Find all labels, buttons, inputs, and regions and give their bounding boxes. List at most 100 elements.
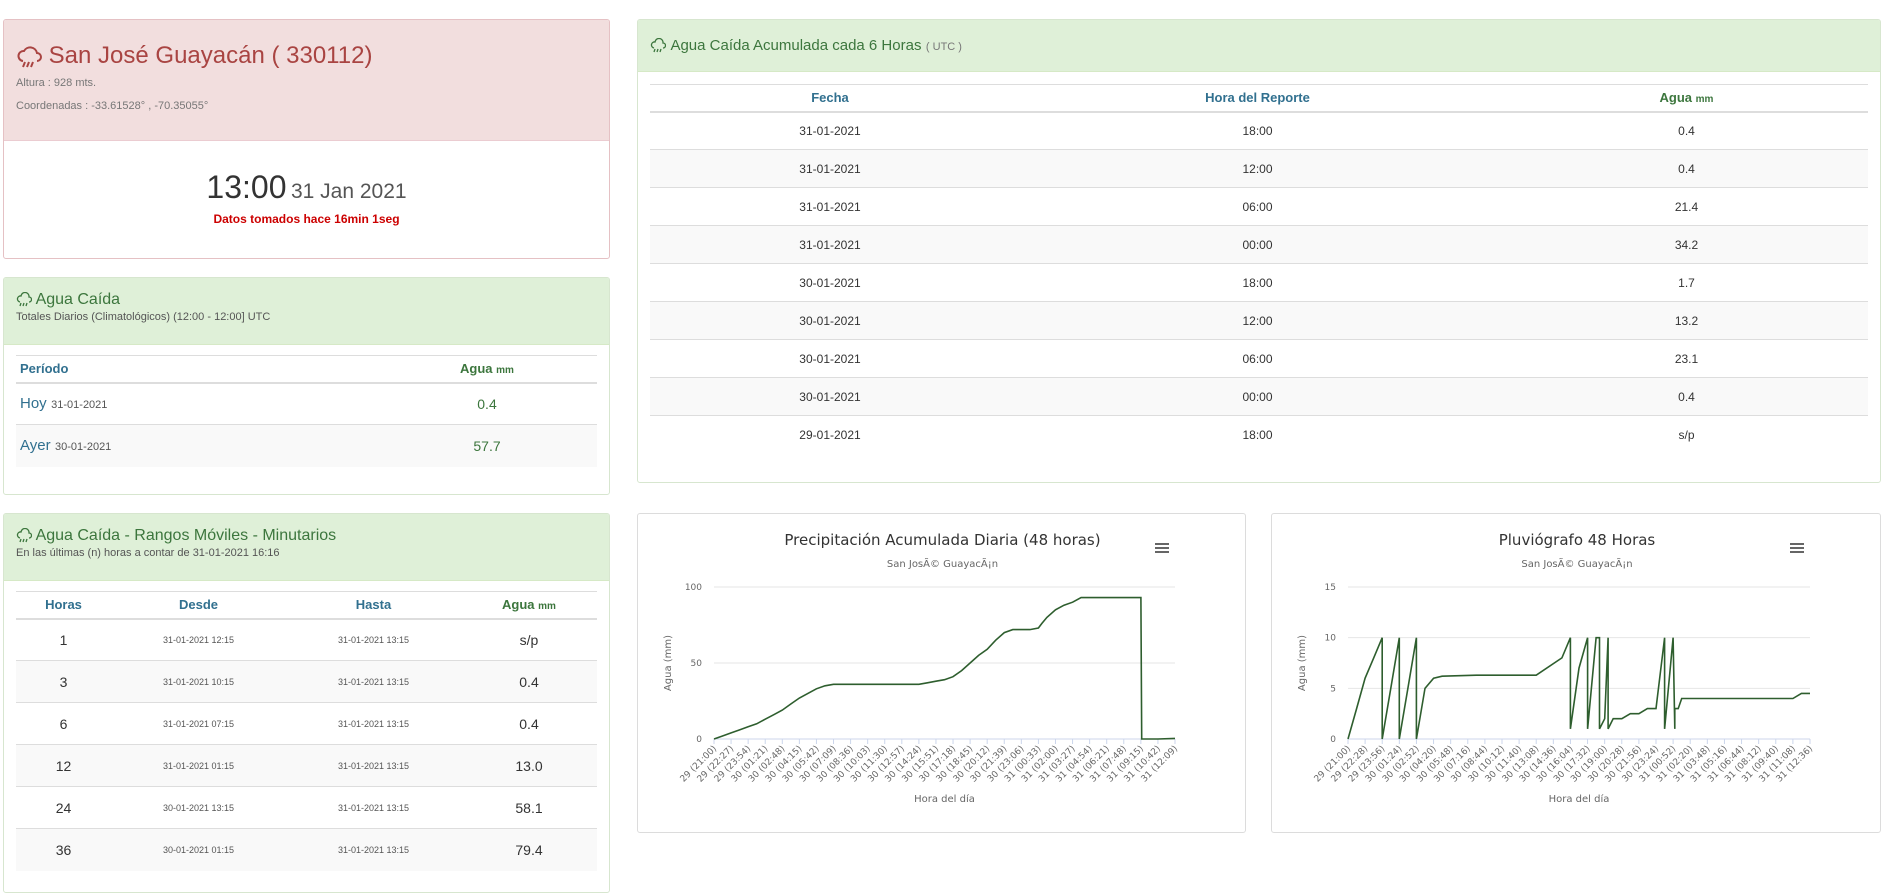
hasta-cell: 31-01-2021 13:15 [286, 618, 461, 661]
x-axis-title: Hora del día [914, 793, 975, 805]
table-row: 31-01-2021 12:00 0.4 [650, 149, 1868, 188]
station-altitude: Altura : 928 mts. [16, 77, 97, 89]
desde-cell: 31-01-2021 01:15 [111, 744, 286, 787]
table-row: Hoy 31-01-2021 0.4 [16, 382, 597, 425]
period-label: Ayer [20, 436, 51, 454]
chart-pluviografo-panel: Pluviógrafo 48 Horas San JosÃ© GuayacÃ¡n 0… [1271, 513, 1881, 833]
hora-cell: 00:00 [1010, 225, 1505, 264]
seis-horas-utc: ( UTC ) [925, 41, 962, 53]
agua-cell: 23.1 [1505, 339, 1868, 378]
chart-title: Precipitación Acumulada Diaria (48 horas… [784, 531, 1100, 549]
rain-cloud-icon [650, 37, 667, 54]
report-date: 31 Jan 2021 [290, 180, 407, 203]
col-agua: Agua mm [1505, 84, 1868, 113]
hora-cell: 12:00 [1010, 301, 1505, 340]
table-row: Ayer 30-01-2021 57.7 [16, 424, 597, 467]
y-tick-label: 10 [1325, 634, 1337, 644]
period-value: 0.4 [377, 382, 597, 425]
y-axis-title: Agua (mm) [663, 635, 674, 691]
table-row: 12 31-01-2021 01:15 31-01-2021 13:15 13.0 [16, 744, 597, 787]
table-row: 30-01-2021 12:00 13.2 [650, 301, 1868, 340]
y-tick-label: 15 [1325, 583, 1336, 593]
horas-cell: 1 [16, 618, 111, 661]
table-row: 31-01-2021 18:00 0.4 [650, 111, 1868, 150]
series-line [713, 596, 1176, 740]
rain-cloud-icon [16, 527, 33, 544]
hasta-cell: 31-01-2021 13:15 [286, 702, 461, 745]
col-hasta: Hasta [286, 591, 461, 620]
station-panel: San José Guayacán ( 330112) Altura : 928… [3, 19, 610, 259]
table-row: 29-01-2021 18:00 s/p [650, 415, 1868, 454]
agua-cell: 13.2 [1505, 301, 1868, 340]
station-title: San José Guayacán ( 330112) [48, 42, 373, 69]
station-header: San José Guayacán ( 330112) Altura : 928… [4, 20, 609, 141]
hora-cell: 12:00 [1010, 149, 1505, 188]
fecha-cell: 31-01-2021 [650, 149, 1010, 188]
period-date: 31-01-2021 [51, 398, 108, 411]
fecha-cell: 31-01-2021 [650, 187, 1010, 226]
y-tick-label: 0 [1330, 735, 1336, 745]
y-axis-title: Agua (mm) [1297, 635, 1308, 691]
rangos-moviles-panel: Agua Caída - Rangos Móviles - Minutarios… [3, 513, 610, 893]
y-tick-label: 0 [696, 735, 702, 745]
fecha-cell: 30-01-2021 [650, 377, 1010, 416]
rangos-table: Horas Desde Hasta Agua mm 1 31-01-2021 12… [16, 591, 597, 871]
table-row: 30-01-2021 06:00 23.1 [650, 339, 1868, 378]
y-tick-label: 50 [691, 659, 703, 669]
agua-cell: 13.0 [461, 744, 597, 787]
desde-cell: 30-01-2021 01:15 [111, 828, 286, 871]
table-row: 6 31-01-2021 07:15 31-01-2021 13:15 0.4 [16, 702, 597, 745]
desde-cell: 31-01-2021 12:15 [111, 618, 286, 661]
fecha-cell: 29-01-2021 [650, 415, 1010, 454]
horas-cell: 36 [16, 828, 111, 871]
agua-cell: s/p [1505, 415, 1868, 454]
station-coordinates: Coordenadas : -33.61528° , -70.35055° [16, 100, 209, 112]
hora-cell: 18:00 [1010, 415, 1505, 454]
agua-caida-header: Agua Caída Totales Diarios (Climatológic… [4, 278, 609, 345]
agua-cell: 0.4 [461, 660, 597, 703]
fecha-cell: 30-01-2021 [650, 301, 1010, 340]
hora-cell: 00:00 [1010, 377, 1505, 416]
period-value: 57.7 [377, 424, 597, 467]
agua-caida-title: Agua Caída [35, 291, 121, 308]
pluviografo-chart: Pluviógrafo 48 Horas San JosÃ© GuayacÃ¡n 0… [1297, 531, 1815, 805]
hora-cell: 06:00 [1010, 187, 1505, 226]
series-line [1347, 636, 1810, 740]
rain-cloud-icon [16, 44, 42, 70]
seis-horas-panel: Agua Caída Acumulada cada 6 Horas ( UTC … [637, 19, 1881, 483]
hora-cell: 18:00 [1010, 111, 1505, 150]
agua-cell: 0.4 [1505, 149, 1868, 188]
col-horas: Horas [16, 591, 111, 620]
horas-cell: 6 [16, 702, 111, 745]
desde-cell: 30-01-2021 13:15 [111, 786, 286, 829]
data-age-alert: Datos tomados hace 16min 1seg [213, 212, 400, 226]
col-periodo: Período [16, 355, 377, 384]
chart-subtitle: San JosÃ© GuayacÃ¡n [887, 557, 998, 570]
table-row: 30-01-2021 00:00 0.4 [650, 377, 1868, 416]
table-row: 31-01-2021 06:00 21.4 [650, 187, 1868, 226]
agua-caida-panel: Agua Caída Totales Diarios (Climatológic… [3, 277, 610, 495]
chart-precipitacion-panel: Precipitación Acumulada Diaria (48 horas… [637, 513, 1246, 833]
hora-cell: 06:00 [1010, 339, 1505, 378]
agua-cell: s/p [461, 618, 597, 661]
seis-horas-table: Fecha Hora del Reporte Agua mm 31-01-202… [650, 84, 1868, 454]
report-time: 13:00 [206, 169, 287, 205]
hasta-cell: 31-01-2021 13:15 [286, 786, 461, 829]
y-tick-label: 100 [685, 583, 702, 593]
horas-cell: 12 [16, 744, 111, 787]
fecha-cell: 31-01-2021 [650, 111, 1010, 150]
agua-cell: 1.7 [1505, 263, 1868, 302]
col-fecha: Fecha [650, 84, 1010, 113]
fecha-cell: 30-01-2021 [650, 263, 1010, 302]
hamburger-menu-icon[interactable] [1790, 543, 1804, 553]
table-row: 31-01-2021 00:00 34.2 [650, 225, 1868, 264]
rangos-subtitle: En las últimas (n) horas a contar de 31-… [16, 547, 280, 559]
daily-totals-table: Período Agua mm Hoy 31-01-2021 0.4 Ayer … [16, 355, 597, 467]
agua-cell: 0.4 [461, 702, 597, 745]
horas-cell: 24 [16, 786, 111, 829]
period-label: Hoy [20, 394, 47, 412]
hamburger-menu-icon[interactable] [1155, 543, 1169, 553]
hasta-cell: 31-01-2021 13:15 [286, 828, 461, 871]
table-row: 36 30-01-2021 01:15 31-01-2021 13:15 79.4 [16, 828, 597, 871]
table-row: 30-01-2021 18:00 1.7 [650, 263, 1868, 302]
